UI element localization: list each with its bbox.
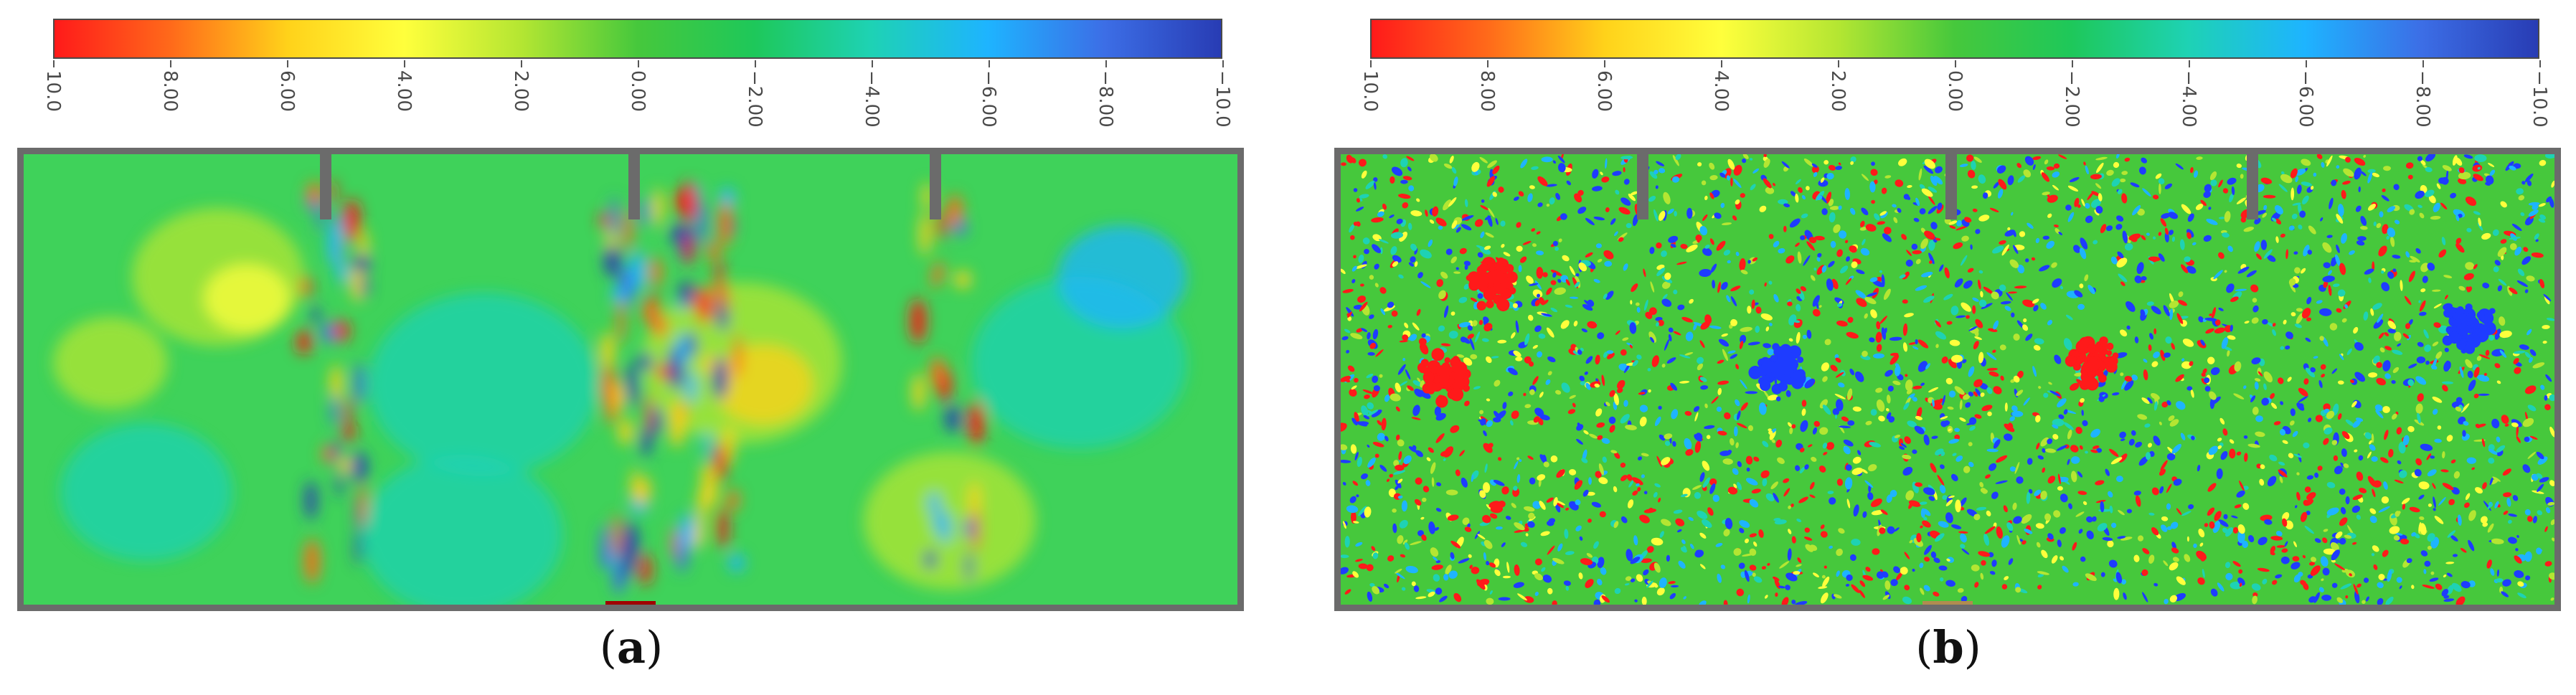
- tick-mark: [2422, 60, 2424, 67]
- tick-mark: [1222, 60, 1224, 67]
- colorbar-a: [53, 19, 1222, 59]
- colorbar-b: [1370, 19, 2539, 59]
- panel-label-a: (a): [599, 621, 664, 673]
- tick-label: −2.00: [2061, 70, 2082, 128]
- tick-label: −4.00: [861, 70, 882, 128]
- tick-mark: [1105, 60, 1107, 67]
- tick-label: 10.0: [42, 70, 64, 112]
- tick-label: −10.0: [2529, 70, 2550, 128]
- field-plot-a: [17, 148, 1244, 611]
- tick-label: −6.00: [978, 70, 999, 128]
- colorbar-ticks-a: 10.0 8.00 6.00 4.00 2.00 0.00 −2.00 −4.0…: [42, 60, 1233, 132]
- field-svg-b: [1334, 148, 2561, 611]
- colorbar-ticks-b: 10.0 8.00 6.00 4.00 2.00 0.00 −2.00 −4.0…: [1359, 60, 2550, 132]
- tick-mark: [53, 60, 55, 67]
- tick-mark: [1955, 60, 1956, 67]
- field-texture: [1337, 151, 2558, 607]
- tick-label: −8.00: [2412, 70, 2433, 128]
- tick-label: 8.00: [159, 70, 181, 112]
- partition-stub: [320, 148, 331, 219]
- tick-label: 2.00: [1827, 70, 1849, 112]
- tick-mark: [2539, 60, 2541, 67]
- tick-mark: [1838, 60, 1839, 67]
- tick-mark: [2189, 60, 2190, 67]
- partition-stub: [2247, 148, 2258, 219]
- tick-mark: [638, 60, 639, 67]
- field-plot-b: [1334, 148, 2561, 611]
- tick-mark: [1721, 60, 1722, 67]
- tick-label: 0.00: [627, 70, 648, 112]
- tick-mark: [1487, 60, 1488, 67]
- tick-mark: [872, 60, 873, 67]
- tick-label: −10.0: [1212, 70, 1233, 128]
- partition-stub: [628, 148, 640, 219]
- tick-label: 8.00: [1476, 70, 1498, 112]
- panel-label-b: (b): [1915, 621, 1981, 673]
- tick-mark: [1604, 60, 1605, 67]
- tick-mark: [755, 60, 756, 67]
- tick-label: 0.00: [1944, 70, 1966, 112]
- tick-label: −4.00: [2178, 70, 2199, 128]
- tick-label: 6.00: [1593, 70, 1615, 112]
- tick-label: 2.00: [510, 70, 532, 112]
- tick-label: 10.0: [1359, 70, 1381, 112]
- tick-mark: [989, 60, 990, 67]
- tick-label: 4.00: [1710, 70, 1732, 112]
- panel-b: 10.0 8.00 6.00 4.00 2.00 0.00 −2.00 −4.0…: [1317, 0, 2576, 695]
- tick-mark: [404, 60, 405, 67]
- panel-a: 10.0 8.00 6.00 4.00 2.00 0.00 −2.00 −4.0…: [0, 0, 1263, 695]
- tick-label: −6.00: [2295, 70, 2316, 128]
- tick-mark: [287, 60, 288, 67]
- partition-stub: [1945, 148, 1957, 219]
- tick-label: −8.00: [1095, 70, 1116, 128]
- field-svg-a: [17, 148, 1244, 611]
- tick-mark: [521, 60, 522, 67]
- tick-label: 4.00: [393, 70, 415, 112]
- partition-stub: [1637, 148, 1648, 219]
- tick-mark: [1370, 60, 1372, 67]
- partition-stub: [930, 148, 941, 219]
- tick-mark: [2072, 60, 2073, 67]
- field-texture: [53, 179, 1186, 611]
- tick-mark: [170, 60, 171, 67]
- tick-label: −2.00: [744, 70, 765, 128]
- tick-label: 6.00: [276, 70, 298, 112]
- tick-mark: [2306, 60, 2307, 67]
